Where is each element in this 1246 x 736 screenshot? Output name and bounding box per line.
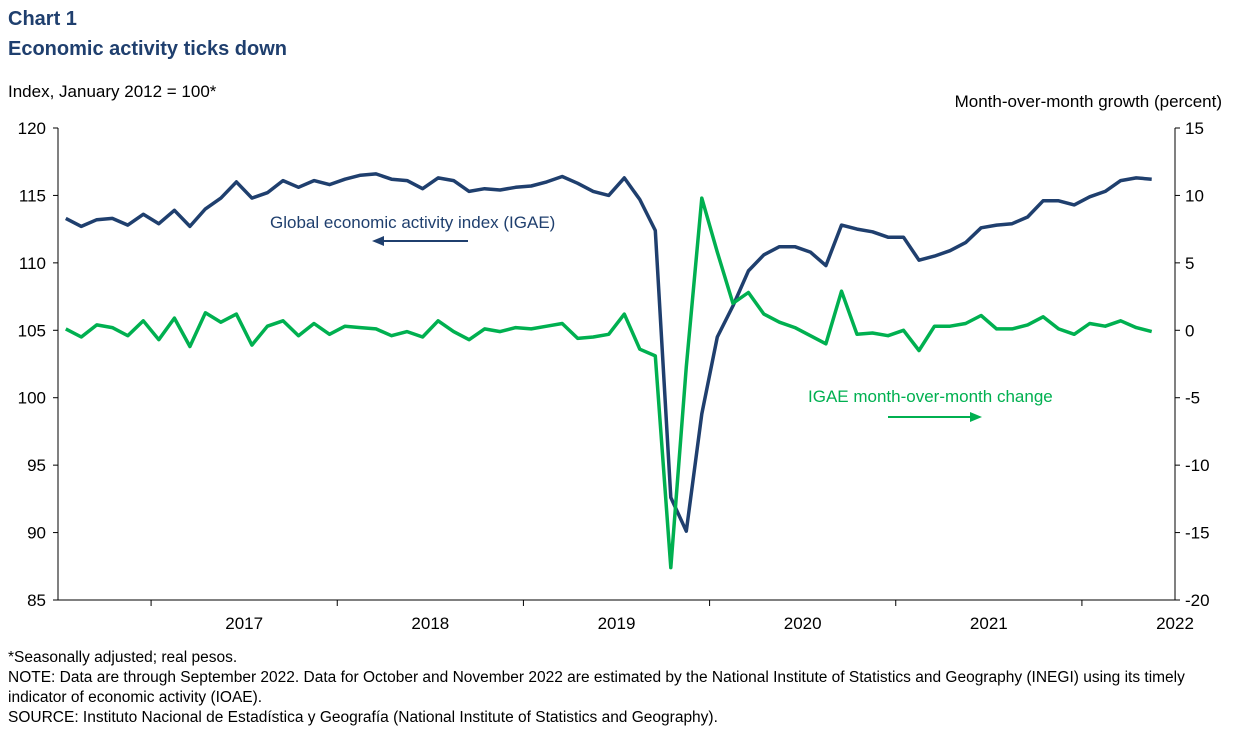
right-tick-label: -10 <box>1185 456 1210 475</box>
x-tick-label: 2022 <box>1156 614 1194 633</box>
right-tick-label: 5 <box>1185 254 1194 273</box>
igae-mom-change-line <box>64 196 1153 570</box>
right-tick-label: 0 <box>1185 321 1194 340</box>
series-lines <box>64 172 1153 570</box>
right-axis-label: Month-over-month growth (percent) <box>954 92 1222 111</box>
x-tick-label: 2019 <box>598 614 636 633</box>
footnote: *Seasonally adjusted; real pesos. <box>8 649 238 666</box>
chart-notes: *Seasonally adjusted; real pesos. NOTE: … <box>8 648 1233 728</box>
igae-arrow-head <box>372 236 384 246</box>
x-tick-label: 2017 <box>225 614 263 633</box>
x-tick-label: 2021 <box>970 614 1008 633</box>
left-tick-label: 110 <box>19 254 46 273</box>
axes: 120115110105100959085151050-5-10-15-2020… <box>18 119 1210 633</box>
left-tick-label: 120 <box>18 119 46 138</box>
left-tick-label: 115 <box>19 186 46 205</box>
chart-number: Chart 1 <box>8 8 77 30</box>
igae-series-label: Global economic activity index (IGAE) <box>270 213 555 232</box>
left-tick-label: 100 <box>18 389 46 408</box>
annotations: Global economic activity index (IGAE) IGA… <box>270 213 1053 422</box>
right-tick-label: -20 <box>1185 591 1210 610</box>
left-axis-label: Index, January 2012 = 100* <box>8 82 217 101</box>
igae-index-line <box>64 172 1152 533</box>
mom-arrow-head <box>970 412 982 422</box>
left-tick-label: 85 <box>27 591 46 610</box>
right-tick-label: 15 <box>1185 119 1204 138</box>
right-tick-label: -15 <box>1185 524 1210 543</box>
chart-area: 120115110105100959085151050-5-10-15-2020… <box>18 119 1210 633</box>
source-text: SOURCE: Instituto Nacional de Estadístic… <box>8 709 718 726</box>
x-tick-label: 2018 <box>411 614 449 633</box>
left-tick-label: 105 <box>18 321 46 340</box>
left-tick-label: 95 <box>27 456 46 475</box>
right-tick-label: -5 <box>1185 389 1200 408</box>
right-tick-label: 10 <box>1185 186 1204 205</box>
note-text: NOTE: Data are through September 2022. D… <box>8 669 1185 706</box>
left-tick-label: 90 <box>27 524 46 543</box>
x-tick-label: 2020 <box>784 614 822 633</box>
mom-series-label: IGAE month-over-month change <box>808 387 1053 406</box>
chart-title: Economic activity ticks down <box>8 38 287 60</box>
